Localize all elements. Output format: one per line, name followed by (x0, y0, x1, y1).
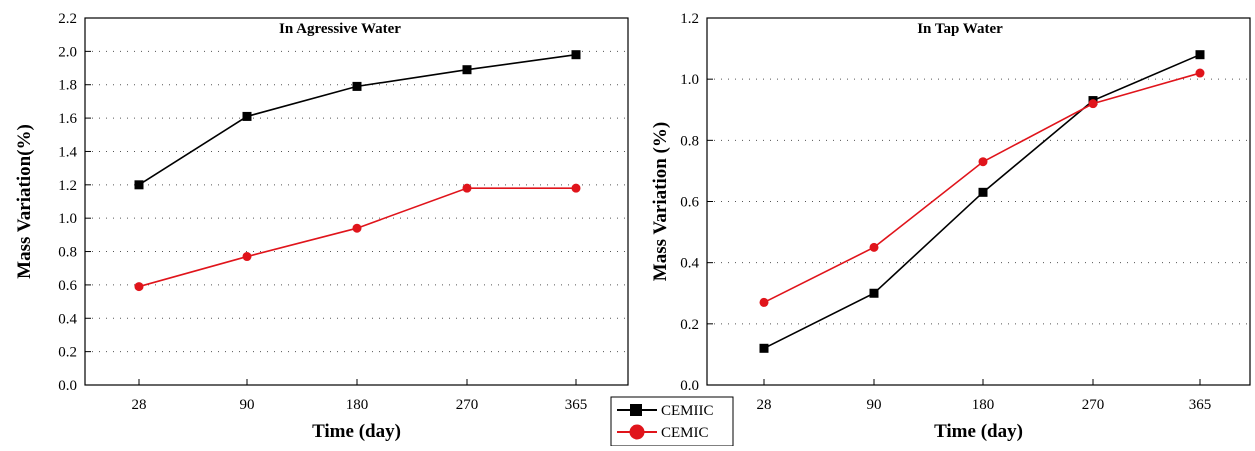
chart2-x-tick-label: 180 (972, 397, 995, 413)
chart2-series-cemic-point (978, 157, 988, 167)
legend-item-cemic-marker (629, 424, 645, 440)
chart1-title: In Agressive Water (279, 21, 401, 37)
chart1-series-cemiic-point (571, 50, 581, 60)
chart2-series-cemiic-point (1195, 50, 1205, 60)
chart1-y-axis-title: Mass Variation(%) (14, 124, 35, 279)
chart1-y-tick-label: 1.6 (58, 111, 77, 127)
chart1-series-cemiic-point (462, 65, 472, 75)
chart2-y-axis-title: Mass Variation (%) (650, 122, 671, 281)
chart1-y-tick-label: 0.8 (58, 245, 77, 261)
legend-item-cemic-label: CEMIC (661, 425, 709, 441)
chart1-x-tick-label: 270 (456, 397, 479, 413)
chart2-series-cemiic-point (759, 343, 769, 353)
chart2-series-cemiic-point (869, 288, 879, 298)
chart2-series-cemic-point (869, 242, 879, 252)
chart1-series-cemic-point (352, 223, 362, 233)
chart2-y-tick-label: 0.6 (680, 195, 699, 211)
chart1-x-tick-label: 90 (240, 397, 255, 413)
chart1-y-tick-label: 1.2 (58, 178, 77, 194)
legend-item-cemiic-label: CEMIIC (661, 403, 714, 419)
chart1-series-cemic-point (462, 183, 472, 193)
chart2-plot-frame (706, 17, 1251, 386)
chart1-series-cemiic-point (134, 180, 144, 190)
chart2-series-cemic-line (763, 72, 1201, 304)
chart1-series-cemic-line (138, 187, 576, 288)
chart2-y-tick-label: 0.0 (680, 378, 699, 394)
chart1-y-tick-label: 0.4 (58, 311, 77, 327)
chart2-series-cemic-point (1088, 99, 1098, 109)
chart1-y-tick-label: 1.0 (58, 211, 77, 227)
chart2-x-tick-label: 270 (1082, 397, 1105, 413)
chart1-y-tick-label: 1.4 (58, 144, 77, 160)
chart1-series-cemic-point (134, 282, 144, 292)
chart2-series-cemiic-point (978, 187, 988, 197)
chart1-y-tick-label: 1.8 (58, 78, 77, 94)
chart2-series-cemic-point (1195, 68, 1205, 78)
chart2-y-tick-label: 0.4 (680, 256, 699, 272)
chart2-x-tick-label: 28 (757, 397, 772, 413)
chart1-x-axis-title: Time (day) (312, 421, 401, 442)
chart2-x-tick-label: 365 (1189, 397, 1212, 413)
chart2-title: In Tap Water (917, 21, 1003, 37)
chart1-x-tick-label: 28 (132, 397, 147, 413)
chart1-series-cemic-point (242, 252, 252, 262)
chart1-y-tick-label: 0.0 (58, 378, 77, 394)
chart1-series-cemiic-point (352, 81, 362, 91)
chart1-series-cemic-point (571, 183, 581, 193)
chart1-x-tick-label: 365 (565, 397, 588, 413)
chart2-y-tick-label: 1.0 (680, 72, 699, 88)
chart1-y-tick-label: 0.6 (58, 278, 77, 294)
chart1-plot-frame (84, 17, 629, 386)
chart1-y-tick-label: 2.0 (58, 44, 77, 60)
chart1-y-tick-label: 2.2 (58, 11, 77, 27)
chart2-series-cemic-point (759, 297, 769, 307)
chart2-y-tick-label: 0.8 (680, 133, 699, 149)
chart1-y-tick-label: 0.2 (58, 345, 77, 361)
chart1-series-cemiic-line (138, 53, 577, 186)
chart2-x-tick-label: 90 (867, 397, 882, 413)
chart2-y-tick-label: 1.2 (680, 11, 699, 27)
chart2-y-tick-label: 0.2 (680, 317, 699, 333)
legend-item-cemiic-marker (630, 404, 642, 416)
chart1-series-cemiic-point (242, 111, 252, 121)
chart2-x-axis-title: Time (day) (934, 421, 1023, 442)
chart1-x-tick-label: 180 (346, 397, 369, 413)
